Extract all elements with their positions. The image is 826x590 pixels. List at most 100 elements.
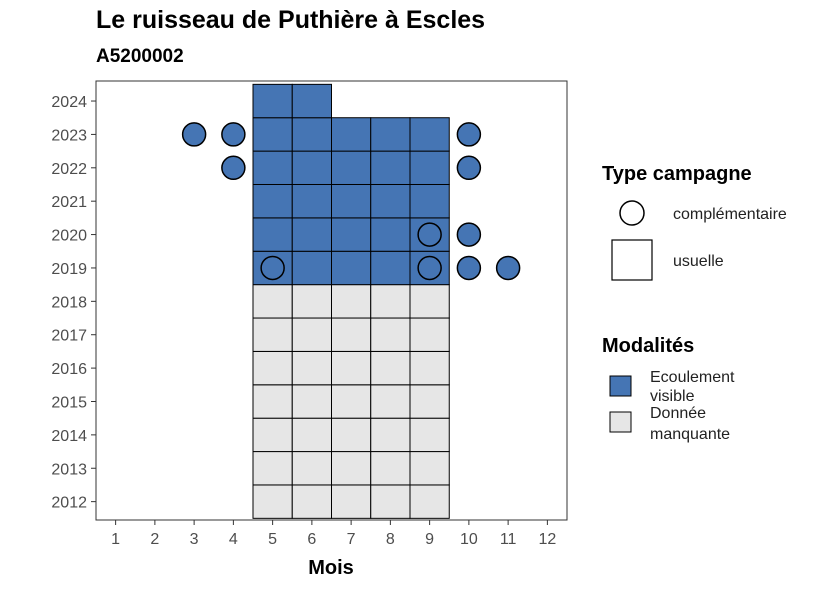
tile-2022-5	[252, 150, 293, 185]
tile-2018-8	[370, 284, 411, 319]
legend-type-item-usuelle: usuelle	[673, 253, 724, 270]
tile-2014-7	[331, 417, 372, 453]
tile-2021-7	[331, 183, 372, 219]
tile-2016-8	[370, 350, 411, 386]
tile-2020-7	[331, 217, 372, 252]
legend-swatch-ecoulement	[609, 375, 632, 397]
chart-subtitle: A5200002	[96, 46, 184, 67]
tile-2021-6	[291, 183, 332, 219]
tile-2012-5	[252, 484, 293, 519]
legend-type-title: Type campagne	[602, 163, 752, 185]
y-tick-label-2012: 2012	[51, 495, 87, 512]
legend-modality-ecoulement-line2: visible	[650, 388, 695, 405]
tile-2016-5	[252, 350, 293, 386]
tile-2022-9	[409, 150, 450, 185]
tile-2023-6	[291, 117, 332, 152]
tile-2024-6	[291, 83, 332, 119]
y-tick-label-2013: 2013	[51, 461, 87, 478]
tile-2017-5	[252, 317, 293, 352]
point-2023-3	[181, 122, 207, 147]
tile-2022-8	[370, 150, 411, 185]
point-2022-10	[456, 155, 482, 181]
legend-modality-title: Modalités	[602, 335, 694, 357]
x-tick-label-3: 3	[190, 531, 199, 548]
tile-2023-5	[252, 117, 293, 152]
tile-2014-8	[370, 417, 411, 453]
point-2019-11	[495, 255, 521, 281]
tile-2018-6	[291, 284, 332, 319]
tile-2015-5	[252, 384, 293, 419]
tile-2013-5	[252, 451, 293, 486]
x-tick-label-2: 2	[150, 531, 159, 548]
tile-2021-5	[252, 183, 293, 219]
y-tick-label-2020: 2020	[51, 228, 87, 245]
tile-2022-7	[331, 150, 372, 185]
tile-2023-7	[331, 117, 372, 152]
tile-2023-9	[409, 117, 450, 152]
legend-swatch-donnee	[609, 411, 632, 433]
tile-2019-6	[291, 250, 332, 286]
point-2020-9	[417, 222, 442, 247]
x-tick-label-1: 1	[111, 531, 120, 548]
x-tick-label-12: 12	[538, 531, 556, 548]
tile-2012-9	[409, 484, 450, 519]
tile-2015-9	[409, 384, 450, 419]
y-tick-label-2015: 2015	[51, 394, 87, 411]
tile-2023-8	[370, 117, 411, 152]
tile-2015-7	[331, 384, 372, 419]
legend-type-item-complementaire: complémentaire	[673, 206, 787, 223]
y-tick-label-2022: 2022	[51, 161, 87, 178]
y-tick-label-2024: 2024	[51, 94, 87, 111]
tile-2013-7	[331, 451, 372, 486]
tile-2021-8	[370, 183, 411, 219]
y-tick-label-2017: 2017	[51, 328, 87, 345]
x-axis-title: Mois	[308, 557, 354, 579]
y-axis: 2012 2013 2014 2015 2016 2017 2018 2019 2020 2021…	[51, 94, 96, 512]
y-tick-label-2018: 2018	[51, 294, 87, 311]
point-2022-4	[221, 155, 246, 181]
x-tick-label-10: 10	[460, 531, 478, 548]
y-tick-label-2014: 2014	[51, 428, 87, 445]
y-tick-label-2021: 2021	[51, 194, 87, 211]
tile-2020-8	[370, 217, 411, 252]
tile-2021-9	[409, 183, 450, 219]
legend-circle-symbol	[619, 200, 645, 226]
legend-modality-ecoulement-line1: Ecoulement	[650, 369, 735, 386]
tile-2015-8	[370, 384, 411, 419]
complementary-campaign-points	[181, 122, 521, 281]
y-tick-label-2019: 2019	[51, 261, 87, 278]
x-tick-label-4: 4	[229, 531, 238, 548]
tile-2024-5	[252, 83, 293, 119]
legend-square-symbol	[611, 239, 653, 281]
chart-title: Le ruisseau de Puthière à Escles	[96, 6, 486, 34]
tile-2019-7	[331, 250, 372, 286]
legend: Type campagne complémentaire usuelle Mod…	[602, 163, 787, 443]
tile-2016-7	[331, 350, 372, 386]
x-tick-label-6: 6	[307, 531, 316, 548]
tile-2014-6	[291, 417, 332, 453]
tile-2016-6	[291, 350, 332, 386]
tile-2014-5	[252, 417, 293, 453]
legend-modality-donnee-line1: Donnée	[650, 405, 706, 422]
tile-2012-6	[291, 484, 332, 519]
tile-2012-8	[370, 484, 411, 519]
tile-2018-5	[252, 284, 293, 319]
y-tick-label-2023: 2023	[51, 127, 87, 144]
tile-2013-8	[370, 451, 411, 486]
tile-2022-6	[291, 150, 332, 185]
x-tick-label-11: 11	[500, 531, 517, 548]
x-tick-label-8: 8	[386, 531, 395, 548]
tile-2013-6	[291, 451, 332, 486]
point-2023-10	[456, 122, 482, 147]
tile-2019-8	[370, 250, 411, 286]
tile-2017-7	[331, 317, 372, 352]
tile-2014-9	[409, 417, 450, 453]
tile-2018-9	[409, 284, 450, 319]
x-tick-label-9: 9	[425, 531, 434, 548]
point-2019-10	[456, 255, 482, 281]
legend-modality-donnee-line2: manquante	[650, 426, 730, 443]
tile-2020-5	[252, 217, 293, 252]
tile-2015-6	[291, 384, 332, 419]
tile-2013-9	[409, 451, 450, 486]
